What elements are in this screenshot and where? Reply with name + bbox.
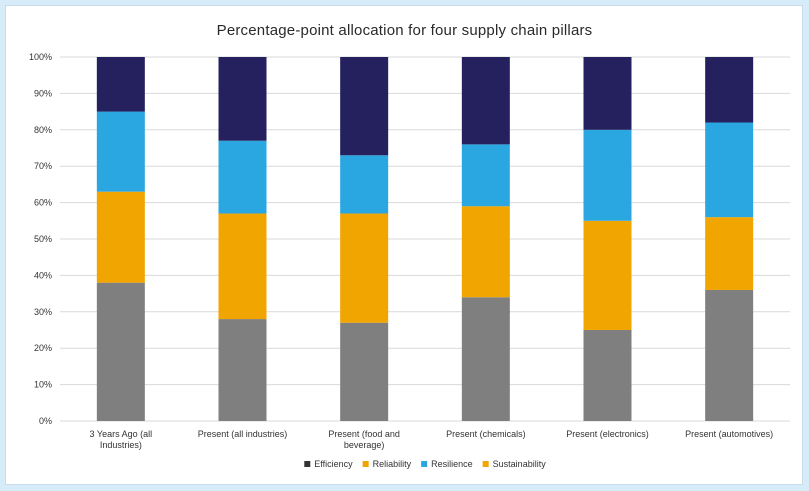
x-tick-label: Present (electronics) xyxy=(566,429,649,439)
legend-swatch xyxy=(482,461,489,467)
legend-swatch xyxy=(421,461,428,467)
bar-segment xyxy=(218,319,267,421)
legend-label: Resilience xyxy=(431,459,473,469)
legend-swatch xyxy=(304,461,311,467)
bar-segment xyxy=(461,206,510,298)
legend-label: Efficiency xyxy=(314,459,353,469)
legend-label: Reliability xyxy=(373,459,412,469)
bar-segment xyxy=(218,140,267,214)
legend-label: Sustainability xyxy=(493,459,547,469)
bar-segment xyxy=(705,217,754,290)
chart-title: Percentage-point allocation for four sup… xyxy=(216,22,593,39)
y-tick-label: 10% xyxy=(34,380,52,390)
bar-segment xyxy=(340,57,389,156)
y-tick-label: 30% xyxy=(34,307,52,317)
y-tick-label: 90% xyxy=(34,88,52,98)
bar-segment xyxy=(96,111,145,192)
legend-swatch xyxy=(362,461,369,467)
bar-segment xyxy=(583,220,632,330)
bar-segment xyxy=(461,297,510,421)
y-tick-label: 0% xyxy=(39,416,52,426)
bar-segment xyxy=(705,289,754,421)
y-tick-label: 80% xyxy=(34,125,52,135)
bar-segment xyxy=(96,191,145,283)
y-tick-label: 60% xyxy=(34,198,52,208)
bar-segment xyxy=(218,57,267,141)
x-tick-label: Present (food and xyxy=(328,429,400,439)
x-tick-label: Present (chemicals) xyxy=(446,429,526,439)
x-tick-label: 3 Years Ago (all xyxy=(90,429,153,439)
bar-segment xyxy=(218,213,267,320)
y-tick-label: 20% xyxy=(34,343,52,353)
bar-segment xyxy=(340,213,389,323)
x-tick-label: Present (automotives) xyxy=(685,429,773,439)
x-tick-label: Present (all industries) xyxy=(198,429,288,439)
bar-segment xyxy=(340,155,389,214)
bar-segment xyxy=(583,57,632,130)
bar-segment xyxy=(461,57,510,145)
bar-segment xyxy=(96,57,145,112)
bar-segment xyxy=(705,57,754,123)
bar-segment xyxy=(583,330,632,421)
x-tick-label: Industries) xyxy=(100,440,142,450)
y-tick-label: 50% xyxy=(34,234,52,244)
bar-segment xyxy=(705,122,754,218)
bar-segment xyxy=(583,129,632,221)
bar-segment xyxy=(461,144,510,207)
y-tick-label: 70% xyxy=(34,161,52,171)
y-tick-label: 40% xyxy=(34,270,52,280)
y-tick-label: 100% xyxy=(29,52,52,62)
bar-segment xyxy=(96,282,145,421)
bar-segment xyxy=(340,322,389,421)
x-tick-label: beverage) xyxy=(344,440,385,450)
